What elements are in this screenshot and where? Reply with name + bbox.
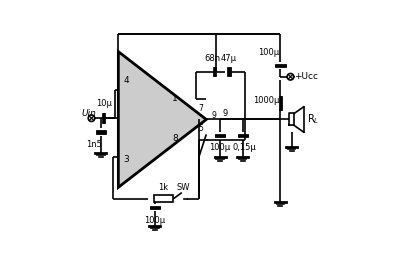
Bar [154, 195, 173, 202]
Text: 100µ: 100µ [210, 143, 231, 152]
Text: +Ucc: +Ucc [294, 72, 318, 81]
Text: 4: 4 [123, 76, 129, 85]
Text: 10µ: 10µ [96, 99, 112, 108]
Text: 8: 8 [172, 134, 178, 143]
Text: 68n: 68n [204, 54, 221, 63]
Text: 9: 9 [223, 109, 228, 118]
Text: 3: 3 [123, 155, 129, 164]
Text: Uin: Uin [82, 109, 97, 118]
Text: 100µ: 100µ [144, 216, 165, 225]
Text: 7: 7 [199, 104, 204, 113]
Text: 1000µ: 1000µ [253, 96, 279, 105]
Text: 5: 5 [199, 124, 204, 133]
Text: 1k: 1k [158, 183, 169, 192]
Text: 1n5: 1n5 [86, 139, 102, 149]
Text: 100µ: 100µ [258, 48, 279, 57]
Polygon shape [118, 52, 206, 187]
Text: SW: SW [177, 183, 190, 192]
Text: 9: 9 [211, 111, 216, 120]
Text: R$_L$: R$_L$ [307, 113, 319, 126]
Text: 47µ: 47µ [221, 54, 237, 63]
Text: 0,15µ: 0,15µ [232, 143, 256, 152]
Text: 1: 1 [172, 94, 178, 103]
